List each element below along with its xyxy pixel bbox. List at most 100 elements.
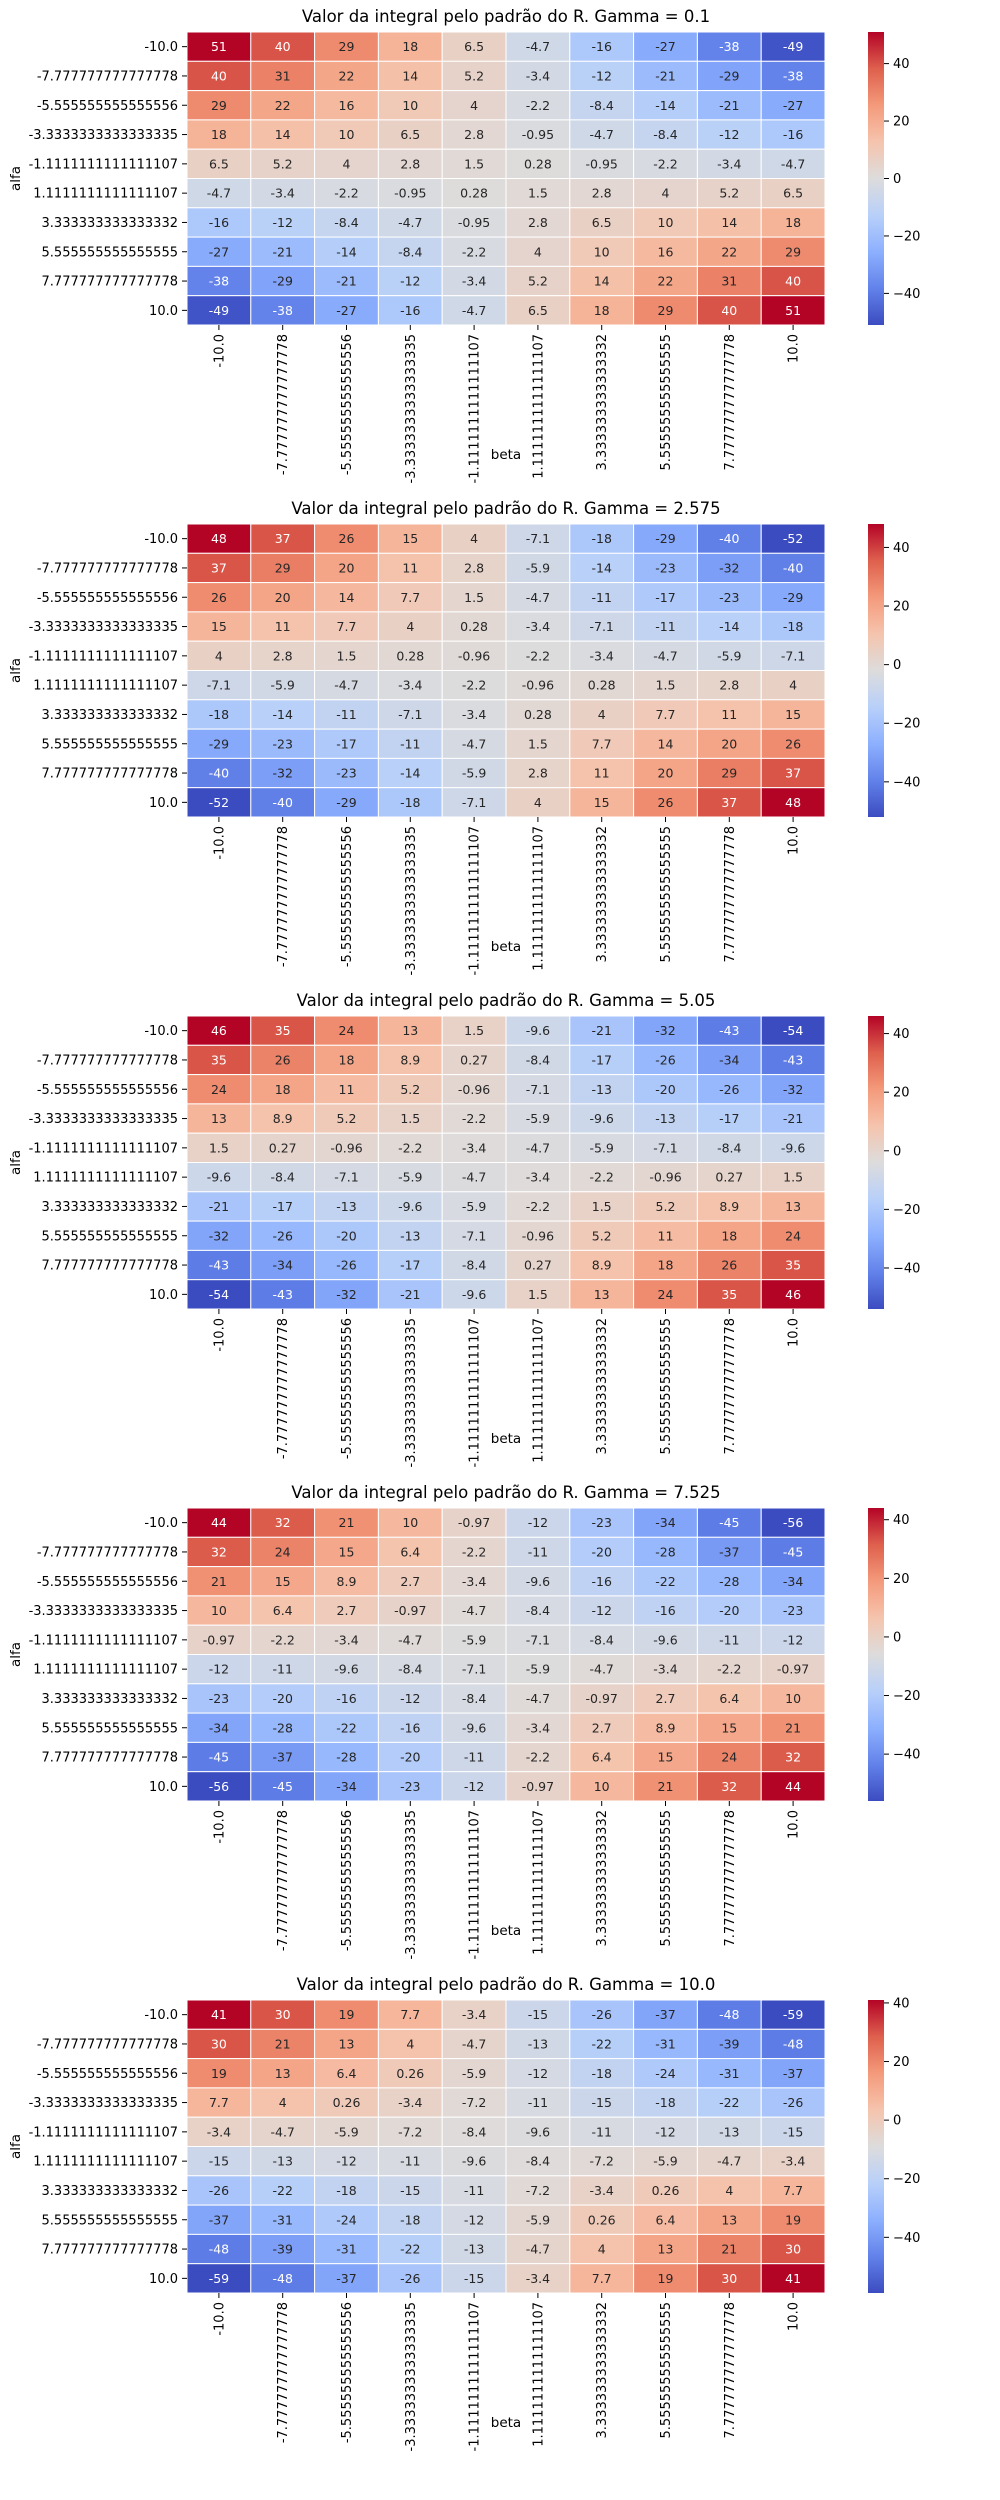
cell-value-label: -23: [783, 1603, 803, 1618]
cell-value-label: 18: [658, 1258, 674, 1273]
cell-value-label: 13: [275, 2066, 291, 2081]
cell-value-label: -7.1: [398, 707, 422, 722]
cell-value-label: -7.1: [462, 1228, 486, 1243]
cell-value-label: 0.27: [715, 1170, 743, 1185]
cell-value-label: -26: [719, 1082, 739, 1097]
cell-value-label: -14: [336, 244, 356, 259]
cell-value-label: -45: [209, 1750, 229, 1765]
heatmap-cell: [505, 295, 571, 326]
heatmap-cell: [314, 1103, 379, 1134]
cell-value-label: 10: [211, 1603, 227, 1618]
heatmap-cell: [377, 2233, 443, 2265]
cell-value-label: 4: [406, 619, 414, 634]
cell-value-label: 15: [211, 619, 227, 634]
cell-value-label: -11: [400, 736, 420, 751]
heatmap-cell: [377, 1566, 443, 1597]
cell-value-label: 1.5: [400, 1111, 420, 1126]
cell-value-label: -8.4: [526, 2154, 550, 2169]
cell-value-label: 2.8: [592, 186, 612, 201]
heatmap-cell: [505, 119, 571, 150]
heatmap-cell: [760, 640, 826, 672]
cell-value-label: -17: [336, 736, 356, 751]
heatmap-cell: [377, 1074, 443, 1105]
cell-value-label: -22: [400, 2242, 420, 2257]
colorbar-tick-label: −40: [893, 1748, 920, 1763]
y-tick-label: 3.333333333333332: [42, 1692, 178, 1707]
heatmap-cell: [441, 699, 507, 730]
y-axis-label: alfa: [8, 166, 24, 191]
heatmap-cell: [505, 611, 571, 642]
cell-value-label: -4.7: [398, 215, 422, 230]
heatmap-cell: [186, 90, 252, 121]
cell-value-label: -23: [591, 1515, 611, 1530]
heatmap-cell: [441, 1044, 507, 1076]
cell-value-label: 48: [211, 531, 227, 546]
heatmap-cell: [505, 31, 571, 62]
heatmap-cell: [696, 1015, 762, 1046]
cell-value-label: -28: [272, 1720, 292, 1735]
cell-value-label: 51: [211, 39, 227, 54]
cell-value-label: -11: [528, 1544, 548, 1559]
heatmap-cell: [696, 611, 762, 642]
cell-value-label: -37: [336, 2271, 356, 2286]
heatmap-cell: [569, 1162, 635, 1193]
cell-value-label: 4: [215, 648, 223, 663]
cell-value-label: -0.96: [649, 1170, 681, 1185]
x-axis-label: beta: [491, 447, 521, 463]
cell-value-label: -11: [591, 590, 611, 605]
cell-value-label: 5.2: [528, 274, 548, 289]
heatmap-cell: [250, 1624, 316, 1655]
cell-value-label: -20: [655, 1082, 675, 1097]
cell-value-label: 26: [721, 1258, 737, 1273]
cell-value-label: -16: [209, 215, 229, 230]
cell-value-label: -16: [400, 303, 420, 318]
heatmap-cell: [569, 119, 635, 150]
cell-value-label: 48: [785, 795, 801, 810]
cell-value-label: 1.5: [656, 678, 676, 693]
cell-value-label: -5.9: [717, 648, 741, 663]
cell-value-label: 29: [721, 766, 737, 781]
x-tick-label: 1.1111111111111107: [531, 1318, 546, 1463]
heatmap-cell: [377, 178, 443, 209]
cell-value-label: 6.4: [273, 1603, 293, 1618]
heatmap-cell: [314, 1074, 379, 1105]
cell-value-label: 15: [339, 1544, 355, 1559]
chart-title: Valor da integral pelo padrão do R. Gamm…: [302, 7, 710, 26]
heatmap-cell: [760, 2233, 826, 2265]
x-tick-label: 3.333333333333332: [595, 826, 610, 962]
cell-value-label: 6.4: [719, 1691, 739, 1706]
cell-value-label: 21: [339, 1515, 355, 1530]
heatmap-cell: [250, 552, 316, 584]
heatmap-cell: [760, 90, 826, 121]
heatmap-cell: [186, 1683, 252, 1714]
heatmap-cell: [760, 1741, 826, 1773]
cell-value-label: 29: [658, 303, 674, 318]
cell-value-label: -21: [400, 1287, 420, 1302]
cell-value-label: -4.7: [462, 1603, 486, 1618]
cell-value-label: -2.2: [462, 244, 486, 259]
heatmap-cell: [377, 582, 443, 613]
heatmap-cell: [250, 1566, 316, 1597]
heatmap-cell: [377, 1624, 443, 1655]
cell-value-label: 18: [339, 1052, 355, 1067]
cell-value-label: -38: [719, 39, 739, 54]
cell-value-label: 30: [785, 2242, 801, 2257]
heatmap-cell: [377, 523, 443, 554]
cell-value-label: -4.7: [462, 1170, 486, 1185]
colorbar-tick-label: −20: [893, 717, 920, 732]
heatmap-cell: [441, 1741, 507, 1773]
heatmap-cell: [441, 1103, 507, 1134]
cell-value-label: 31: [721, 274, 737, 289]
heatmap-cell: [633, 787, 698, 818]
cell-value-label: -34: [336, 1779, 356, 1794]
cell-value-label: 5.2: [656, 1199, 676, 1214]
heatmap-cell: [377, 1220, 443, 1251]
heatmap-cell: [633, 90, 698, 121]
heatmap-cell: [314, 640, 379, 672]
cell-value-label: -7.1: [526, 531, 550, 546]
cell-value-label: -2.2: [462, 1544, 486, 1559]
cell-value-label: -2.2: [526, 648, 550, 663]
cell-value-label: -8.4: [398, 1662, 422, 1677]
cell-value-label: -48: [209, 2242, 229, 2257]
colorbar-tick-label: −40: [893, 775, 920, 790]
